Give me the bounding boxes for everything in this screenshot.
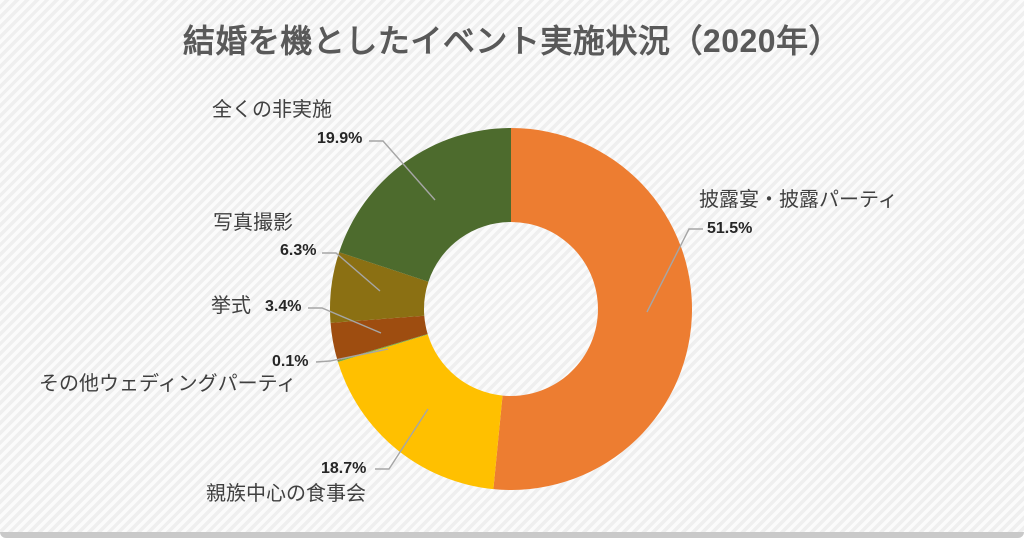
segment-label-photo-shoot: 写真撮影 (213, 212, 293, 234)
segment-label-family-dinner: 親族中心の食事会 (206, 483, 366, 505)
donut-segment-1 (337, 334, 503, 490)
segment-value-family-dinner: 18.7% (321, 460, 367, 477)
leader-line-4 (322, 252, 381, 292)
segment-label-reception-party: 披露宴・披露パーティ (699, 189, 898, 211)
segment-label-ceremony: 挙式 (211, 295, 251, 317)
segment-label-none-held: 全くの非実施 (212, 99, 332, 121)
segment-value-other-wedding-party: 0.1% (272, 353, 309, 370)
leader-line-1 (375, 408, 429, 470)
leader-line-0 (646, 228, 703, 313)
segment-value-reception-party: 51.5% (707, 220, 753, 237)
segment-value-ceremony: 3.4% (265, 298, 302, 315)
donut-segment-3 (330, 315, 428, 361)
leader-line-3 (308, 307, 382, 334)
leader-line-5 (369, 140, 436, 201)
card-bottom-edge (0, 532, 1024, 538)
chart-title: 結婚を機としたイベント実施状況（2020年） (182, 23, 842, 59)
donut-segment-5 (339, 127, 511, 282)
segment-value-none-held: 19.9% (317, 130, 363, 147)
donut-segment-0 (493, 128, 693, 490)
segment-value-photo-shoot: 6.3% (280, 242, 317, 259)
leader-line-2 (315, 348, 389, 363)
segment-label-other-wedding-party: その他ウェディングパーティ (39, 373, 297, 395)
